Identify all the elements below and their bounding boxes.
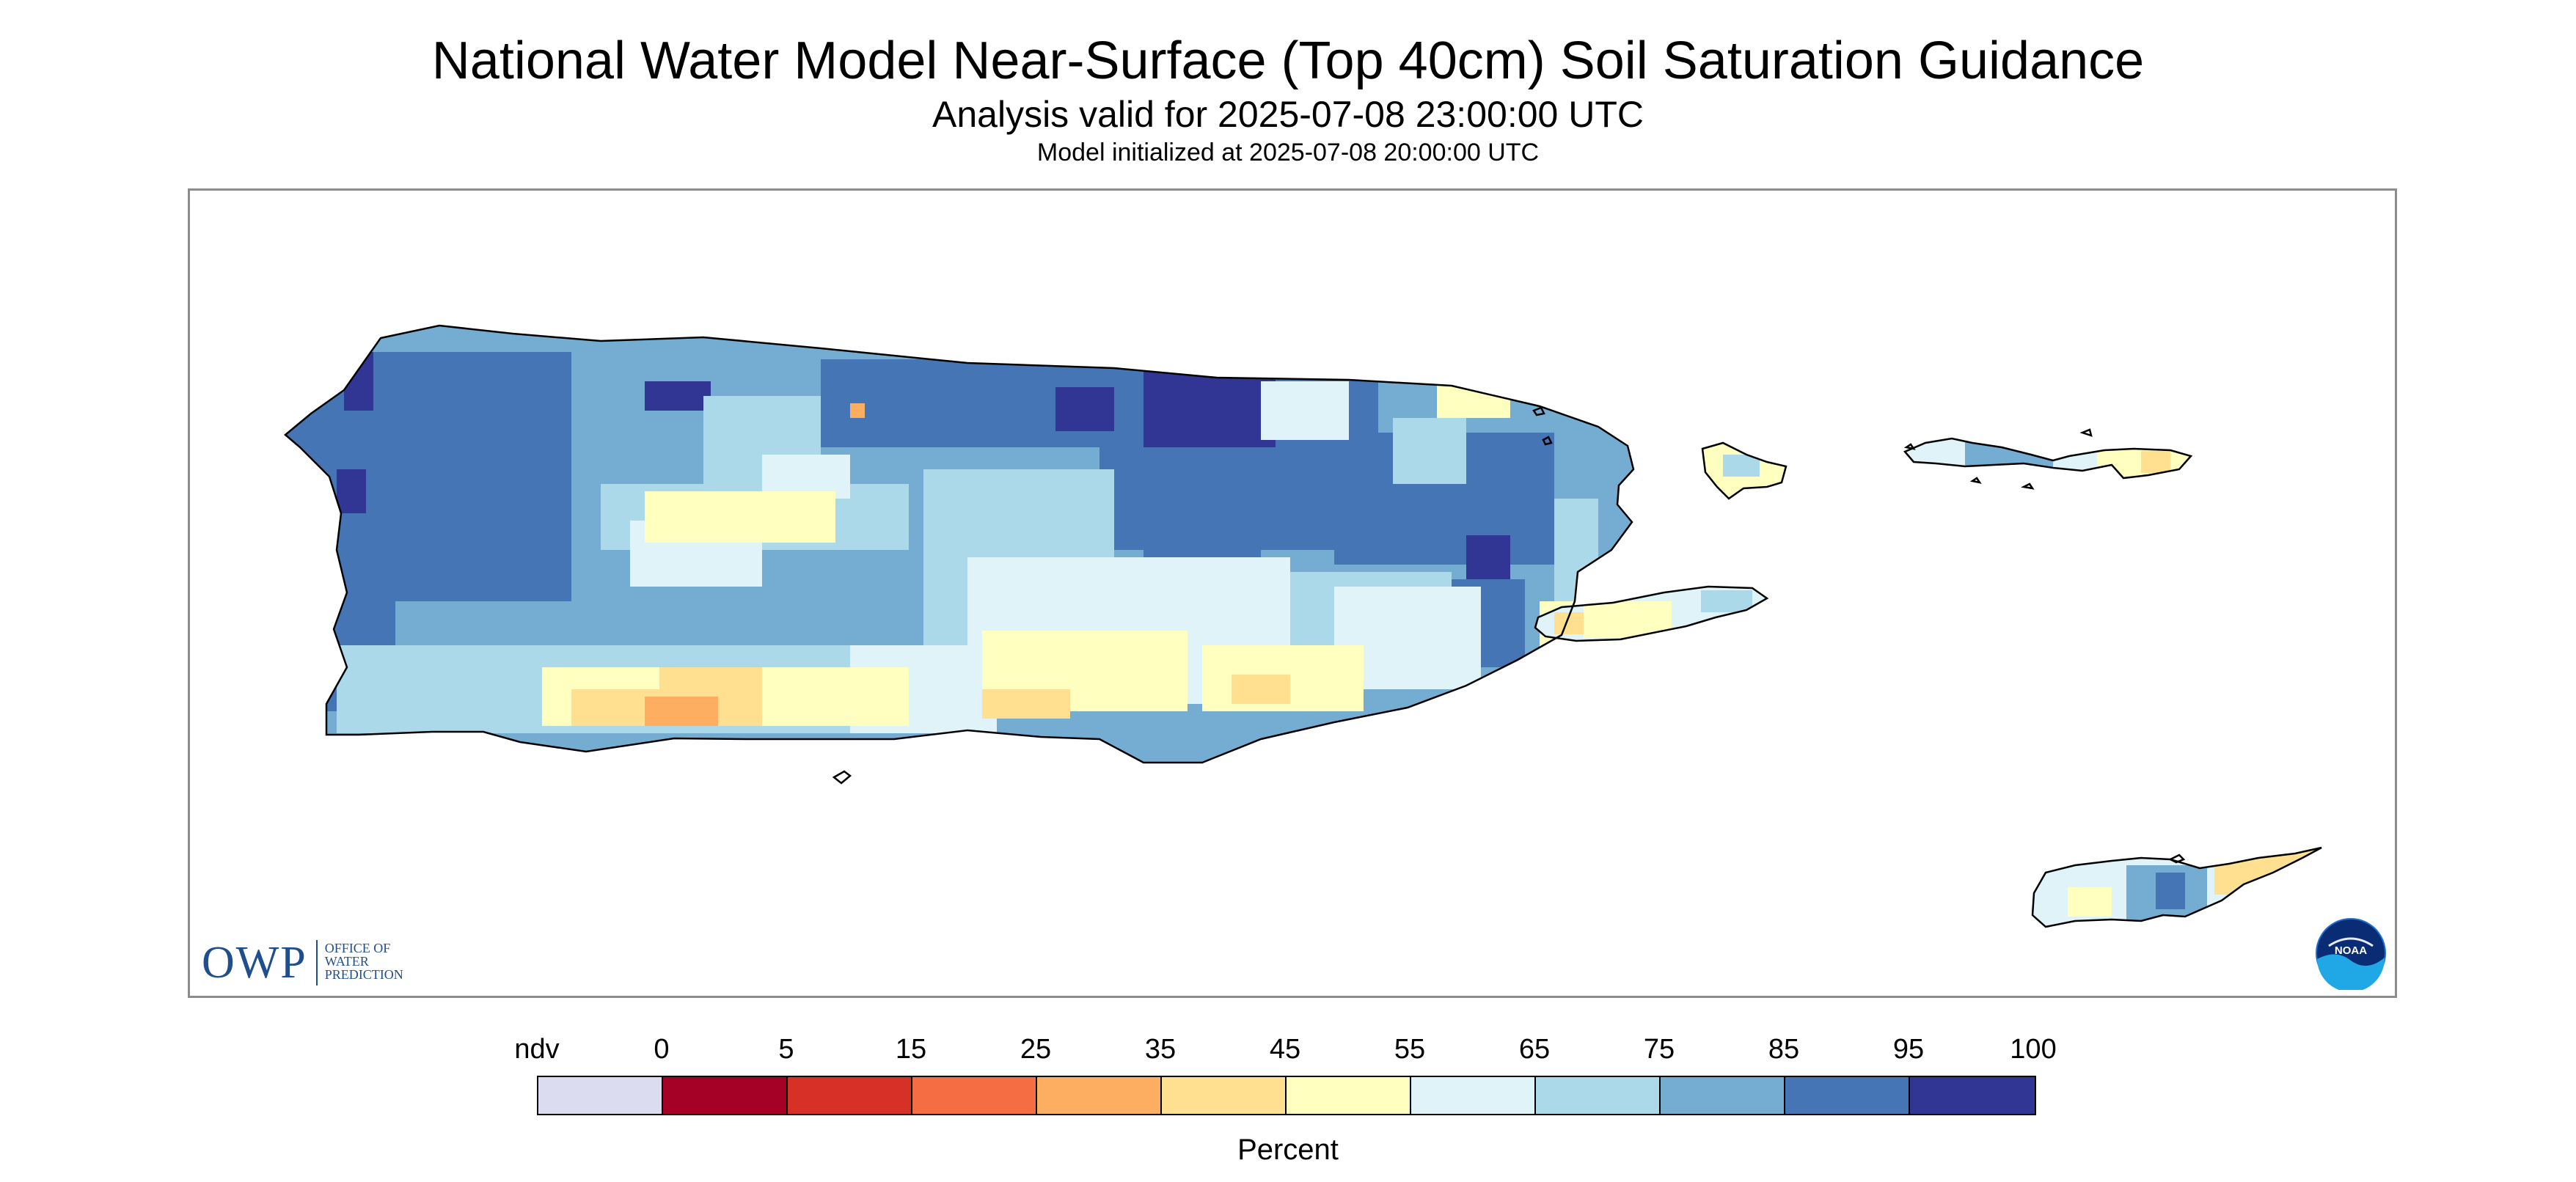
colorbar-tick-label: 45: [1269, 1034, 1301, 1065]
owp-text-line-1: OFFICE OF: [324, 941, 391, 955]
colorbar-swatch: [1037, 1077, 1162, 1114]
model-init-line: Model initialized at 2025-07-08 20:00:00…: [1036, 139, 1540, 166]
colorbar-tick-label: 100: [2010, 1034, 2057, 1065]
colorbar-tick-label: 0: [654, 1034, 670, 1065]
noaa-logo: NOAA: [2316, 918, 2386, 990]
colorbar-tick-label: 15: [895, 1034, 927, 1065]
colorbar-swatch: [1785, 1077, 1910, 1114]
owp-text-line-2: WATER: [324, 954, 369, 969]
svg-text:NOAA: NOAA: [2335, 944, 2367, 957]
owp-logo: OWP OFFICE OF WATER PREDICTION: [202, 940, 403, 985]
map-title: National Water Model Near-Surface (Top 4…: [431, 32, 2145, 90]
colorbar-tick-label: 65: [1518, 1034, 1551, 1065]
colorbar-tick-label: 25: [1020, 1034, 1052, 1065]
map-canvas: [284, 324, 2323, 928]
colorbar-tick-label: 5: [778, 1034, 794, 1065]
title-block: National Water Model Near-Surface (Top 4…: [0, 29, 2576, 169]
map-subtitle: Analysis valid for 2025-07-08 23:00:00 U…: [932, 94, 1644, 135]
colorbar-tick-label: 55: [1394, 1034, 1426, 1065]
owp-text-line-3: PREDICTION: [324, 967, 403, 982]
colorbar: [537, 1076, 2036, 1115]
colorbar-swatch: [1287, 1077, 1411, 1114]
colorbar-swatch: [663, 1077, 788, 1114]
colorbar-swatch: [538, 1077, 663, 1114]
culebra-saturation-field: [1702, 443, 1786, 499]
puerto-rico-saturation-field: [285, 326, 1633, 763]
coastlines: [284, 324, 2323, 928]
colorbar-tick-label: 95: [1892, 1034, 1925, 1065]
colorbar-swatch: [1661, 1077, 1785, 1114]
colorbar-swatch: [912, 1077, 1037, 1114]
colorbar-legend: ndv 0 5 15 25 35 45 55 65 75 85 95 100 Percent: [0, 1027, 2576, 1173]
owp-logo-mark: OWP: [202, 940, 318, 985]
colorbar-tick-label: 35: [1144, 1034, 1177, 1065]
colorbar-swatch: [788, 1077, 912, 1114]
colorbar-tick-label: 75: [1643, 1034, 1675, 1065]
owp-logo-text: OFFICE OF WATER PREDICTION: [325, 940, 403, 981]
colorbar-swatch: [1536, 1077, 1661, 1114]
map-frame: OWP OFFICE OF WATER PREDICTION NOAA: [188, 188, 2397, 998]
colorbar-unit-label: Percent: [1237, 1134, 1339, 1166]
colorbar-swatch: [1910, 1077, 2035, 1114]
colorbar-swatch: [1162, 1077, 1287, 1114]
colorbar-swatch: [1411, 1077, 1536, 1114]
st-croix-saturation-field: [2032, 848, 2321, 927]
colorbar-tick-label: ndv: [514, 1034, 560, 1065]
colorbar-tick-label: 85: [1768, 1034, 1800, 1065]
